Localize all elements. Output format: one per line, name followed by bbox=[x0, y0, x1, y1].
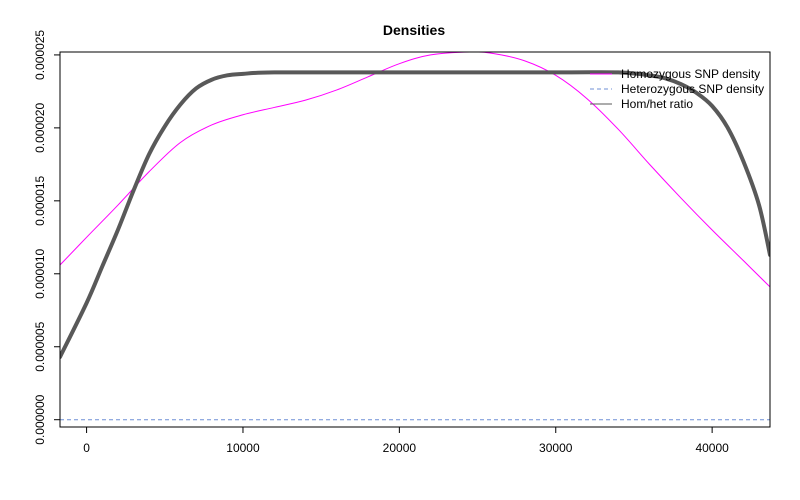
series-line-hom-het-ratio bbox=[60, 70, 770, 359]
series-line-homozygous-snp-density bbox=[60, 52, 770, 288]
x-tick-label: 30000 bbox=[539, 441, 573, 455]
x-tick-label: 20000 bbox=[383, 441, 417, 455]
y-tick-label: 0.000000 bbox=[33, 394, 47, 444]
legend-label-heterozygous-snp-density: Heterozygous SNP density bbox=[621, 82, 764, 96]
y-tick-label: 0.000005 bbox=[33, 321, 47, 371]
x-tick-label: 10000 bbox=[226, 441, 260, 455]
series-layer bbox=[60, 52, 770, 421]
x-tick-label: 40000 bbox=[695, 441, 729, 455]
x-tick-label: 0 bbox=[83, 441, 90, 455]
chart-title: Densities bbox=[383, 22, 445, 38]
x-axis: 0 10000 20000 30000 40000 bbox=[83, 426, 729, 455]
legend-label-homozygous-snp-density: Homozygous SNP density bbox=[621, 67, 760, 81]
y-tick-label: 0.000015 bbox=[33, 175, 47, 225]
y-axis: 0.000000 0.000005 0.000010 0.000015 0.000020… bbox=[33, 30, 61, 445]
y-tick-label: 0.000025 bbox=[33, 30, 47, 80]
legend-label-hom-het-ratio: Hom/het ratio bbox=[621, 97, 693, 111]
y-tick-label: 0.000010 bbox=[33, 248, 47, 298]
y-tick-label: 0.000020 bbox=[33, 103, 47, 153]
